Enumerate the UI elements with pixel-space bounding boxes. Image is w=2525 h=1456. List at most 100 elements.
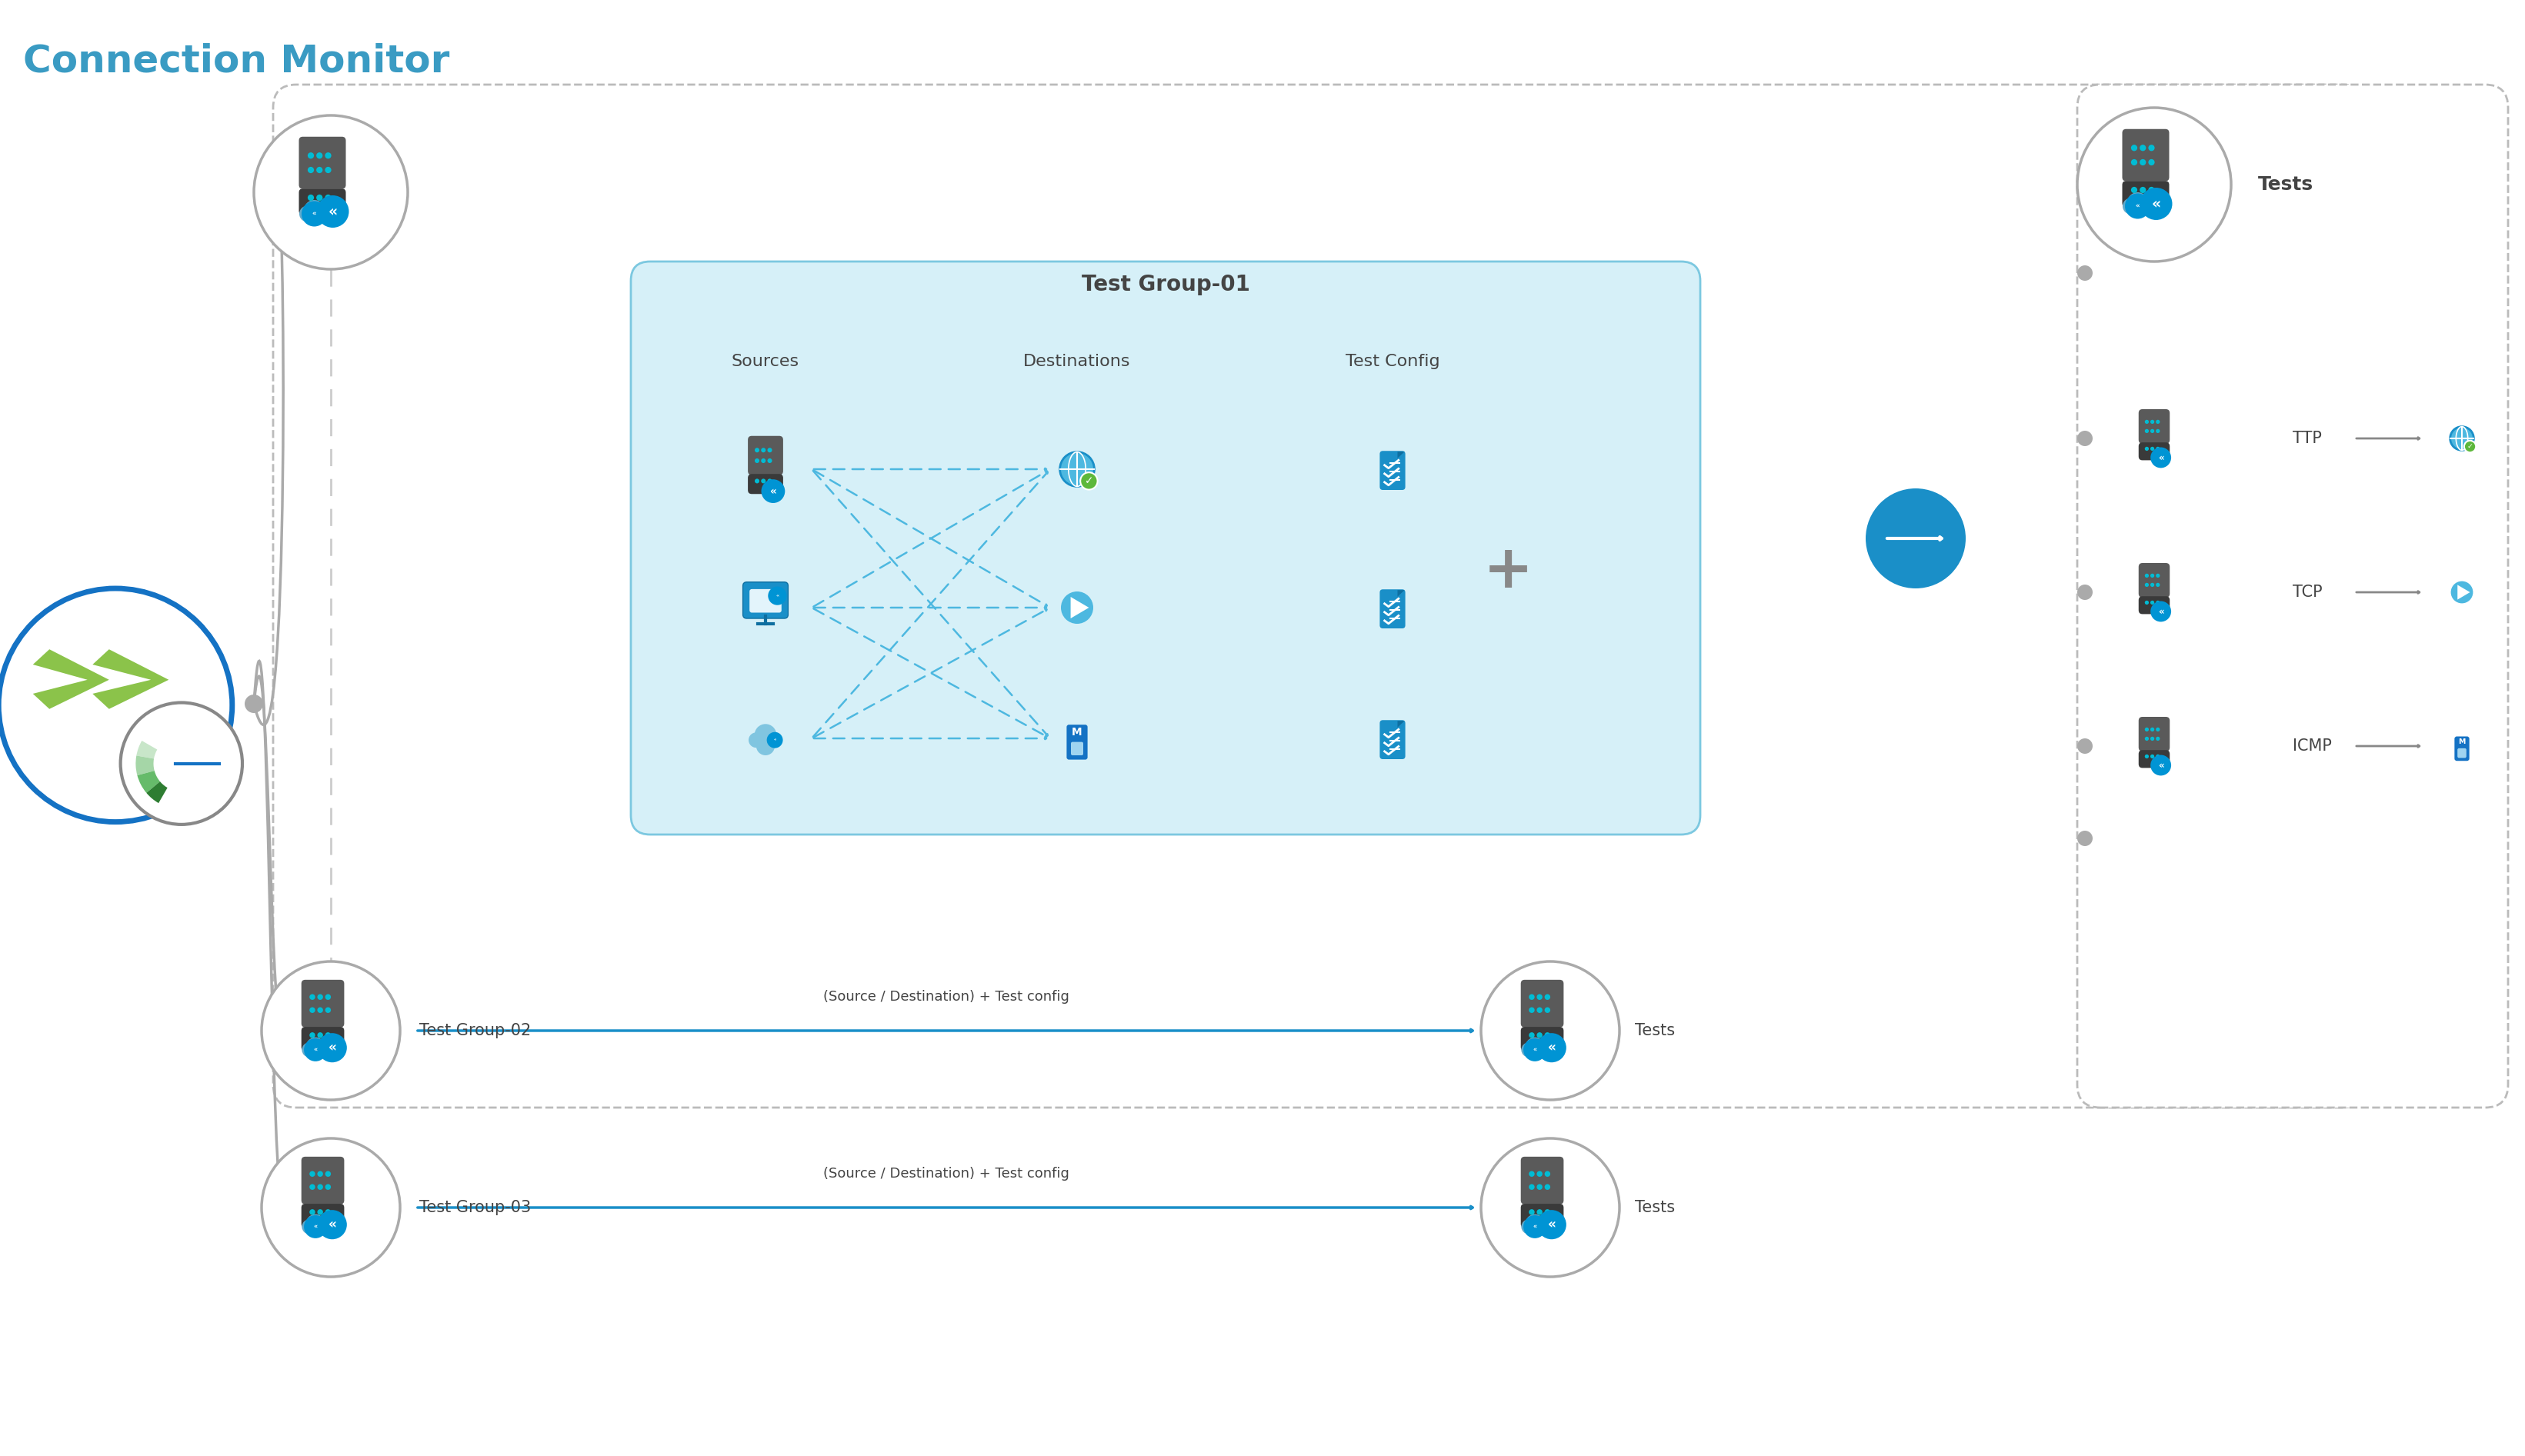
Circle shape [1545,994,1550,1000]
Circle shape [326,1210,331,1214]
Circle shape [318,994,323,1000]
Circle shape [311,1032,316,1038]
Circle shape [2078,108,2232,262]
Text: «: « [328,1217,336,1232]
Circle shape [1538,1008,1543,1013]
Circle shape [300,201,326,227]
Circle shape [2078,431,2093,446]
Circle shape [768,732,783,748]
Circle shape [2151,737,2154,741]
Wedge shape [146,782,167,804]
FancyBboxPatch shape [298,137,346,189]
Circle shape [311,1008,316,1013]
Circle shape [308,153,313,159]
Circle shape [1060,591,1093,623]
Circle shape [2124,198,2139,214]
Circle shape [2156,419,2159,424]
Circle shape [311,1210,316,1214]
Circle shape [2144,430,2149,432]
Circle shape [2144,574,2149,578]
FancyBboxPatch shape [273,84,2366,1108]
Text: ✓: ✓ [2467,443,2472,450]
Text: «: « [313,210,316,217]
Circle shape [311,994,316,1000]
Circle shape [303,1042,316,1057]
Circle shape [311,1171,316,1176]
FancyBboxPatch shape [2457,748,2467,759]
Circle shape [316,1042,328,1057]
Circle shape [760,459,765,463]
Circle shape [1538,1034,1566,1063]
Circle shape [1528,1223,1543,1236]
Circle shape [326,1032,331,1038]
Circle shape [2151,728,2154,731]
Circle shape [2144,582,2149,587]
Circle shape [2151,447,2172,467]
Circle shape [2452,581,2472,603]
Text: Test Group-03: Test Group-03 [419,1200,530,1216]
FancyBboxPatch shape [300,1156,343,1204]
Circle shape [1520,1042,1535,1057]
Text: «: « [1533,1047,1538,1053]
Circle shape [303,1038,326,1061]
Circle shape [1528,1210,1535,1214]
Text: «: « [2159,760,2164,770]
Circle shape [1523,1216,1545,1238]
Circle shape [318,1184,323,1190]
Circle shape [1545,1171,1550,1176]
FancyBboxPatch shape [300,1026,343,1051]
Circle shape [760,479,765,483]
Circle shape [1525,1037,1545,1056]
Text: «: « [1533,1223,1538,1230]
Circle shape [2131,144,2136,151]
Circle shape [2156,728,2159,731]
Circle shape [263,1139,399,1277]
Circle shape [2144,419,2149,424]
Polygon shape [2457,585,2469,600]
Circle shape [318,1210,346,1239]
Text: TTP: TTP [2293,431,2323,446]
Text: «: « [1548,1041,1555,1054]
Text: +: + [1482,542,1533,600]
Circle shape [316,195,323,201]
FancyBboxPatch shape [747,435,783,475]
Circle shape [303,1216,326,1238]
Circle shape [2149,186,2154,194]
Text: «: « [2151,197,2161,211]
Circle shape [311,1184,316,1190]
Text: Test Config: Test Config [1346,354,1439,370]
Circle shape [1533,1220,1548,1235]
Circle shape [2078,738,2093,754]
FancyBboxPatch shape [1066,725,1088,760]
Circle shape [1528,1032,1535,1038]
FancyBboxPatch shape [1520,1204,1563,1227]
Circle shape [2156,430,2159,432]
Text: ICMP: ICMP [2293,738,2331,754]
Circle shape [2131,202,2146,217]
Circle shape [326,195,331,201]
Circle shape [318,1171,323,1176]
Circle shape [760,448,765,453]
Circle shape [755,737,775,756]
FancyBboxPatch shape [300,1204,343,1227]
Circle shape [2141,188,2172,220]
Circle shape [2139,186,2146,194]
Circle shape [1545,1184,1550,1190]
Circle shape [2151,754,2154,759]
Polygon shape [33,649,109,709]
Circle shape [1538,994,1543,1000]
Circle shape [768,459,773,463]
FancyBboxPatch shape [2139,563,2169,597]
Circle shape [316,153,323,159]
Circle shape [1528,1171,1535,1176]
Circle shape [1538,1210,1543,1214]
FancyBboxPatch shape [1520,1156,1563,1204]
Circle shape [2156,600,2159,604]
Text: M: M [1071,727,1083,737]
Circle shape [2156,737,2159,741]
FancyBboxPatch shape [1379,590,1406,629]
Circle shape [2078,584,2093,600]
Text: Connection Monitor: Connection Monitor [23,42,449,79]
Circle shape [300,205,316,221]
Text: «: « [2159,453,2164,463]
